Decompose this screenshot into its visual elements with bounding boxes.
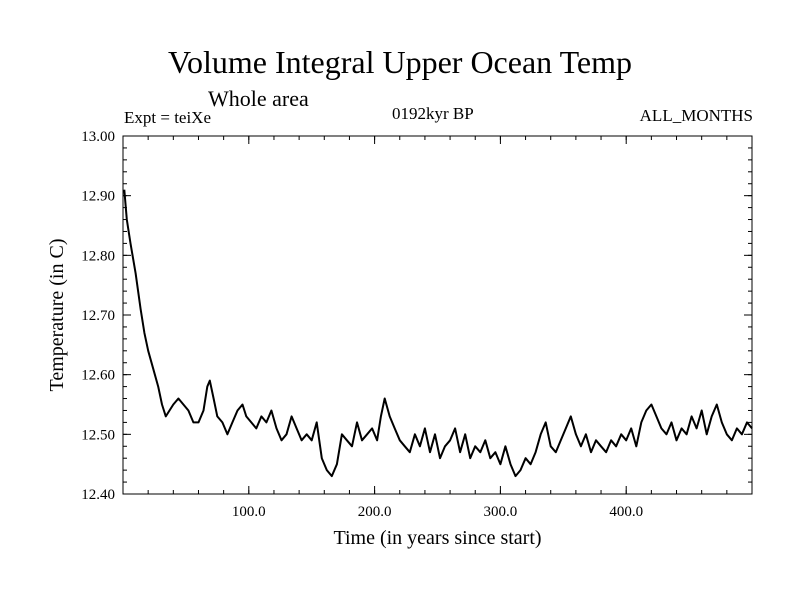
y-tick-label: 13.00 (81, 129, 115, 145)
y-tick-label: 12.90 (81, 189, 115, 205)
x-tick-label: 100.0 (232, 504, 266, 520)
y-tick-label: 12.70 (81, 308, 115, 324)
series-line (123, 189, 753, 478)
months-label: ALL_MONTHS (639, 106, 753, 125)
experiment-label: Expt = teiXe (124, 108, 212, 127)
x-tick-label: 400.0 (609, 504, 643, 520)
x-tick-label: 300.0 (484, 504, 518, 520)
x-tick-label: 200.0 (358, 504, 392, 520)
chart-subtitle: Whole area (208, 86, 309, 111)
chart-title: Volume Integral Upper Ocean Temp (168, 44, 632, 80)
x-axis-label: Time (in years since start) (333, 527, 541, 549)
period-label: 0192kyr BP (392, 104, 474, 123)
y-tick-label: 12.50 (81, 427, 115, 443)
y-tick-label: 12.40 (81, 487, 115, 503)
y-tick-label: 12.60 (81, 368, 115, 384)
y-axis-label: Temperature (in C) (46, 239, 68, 392)
plot-frame (122, 135, 753, 495)
y-tick-label: 12.80 (81, 248, 115, 264)
